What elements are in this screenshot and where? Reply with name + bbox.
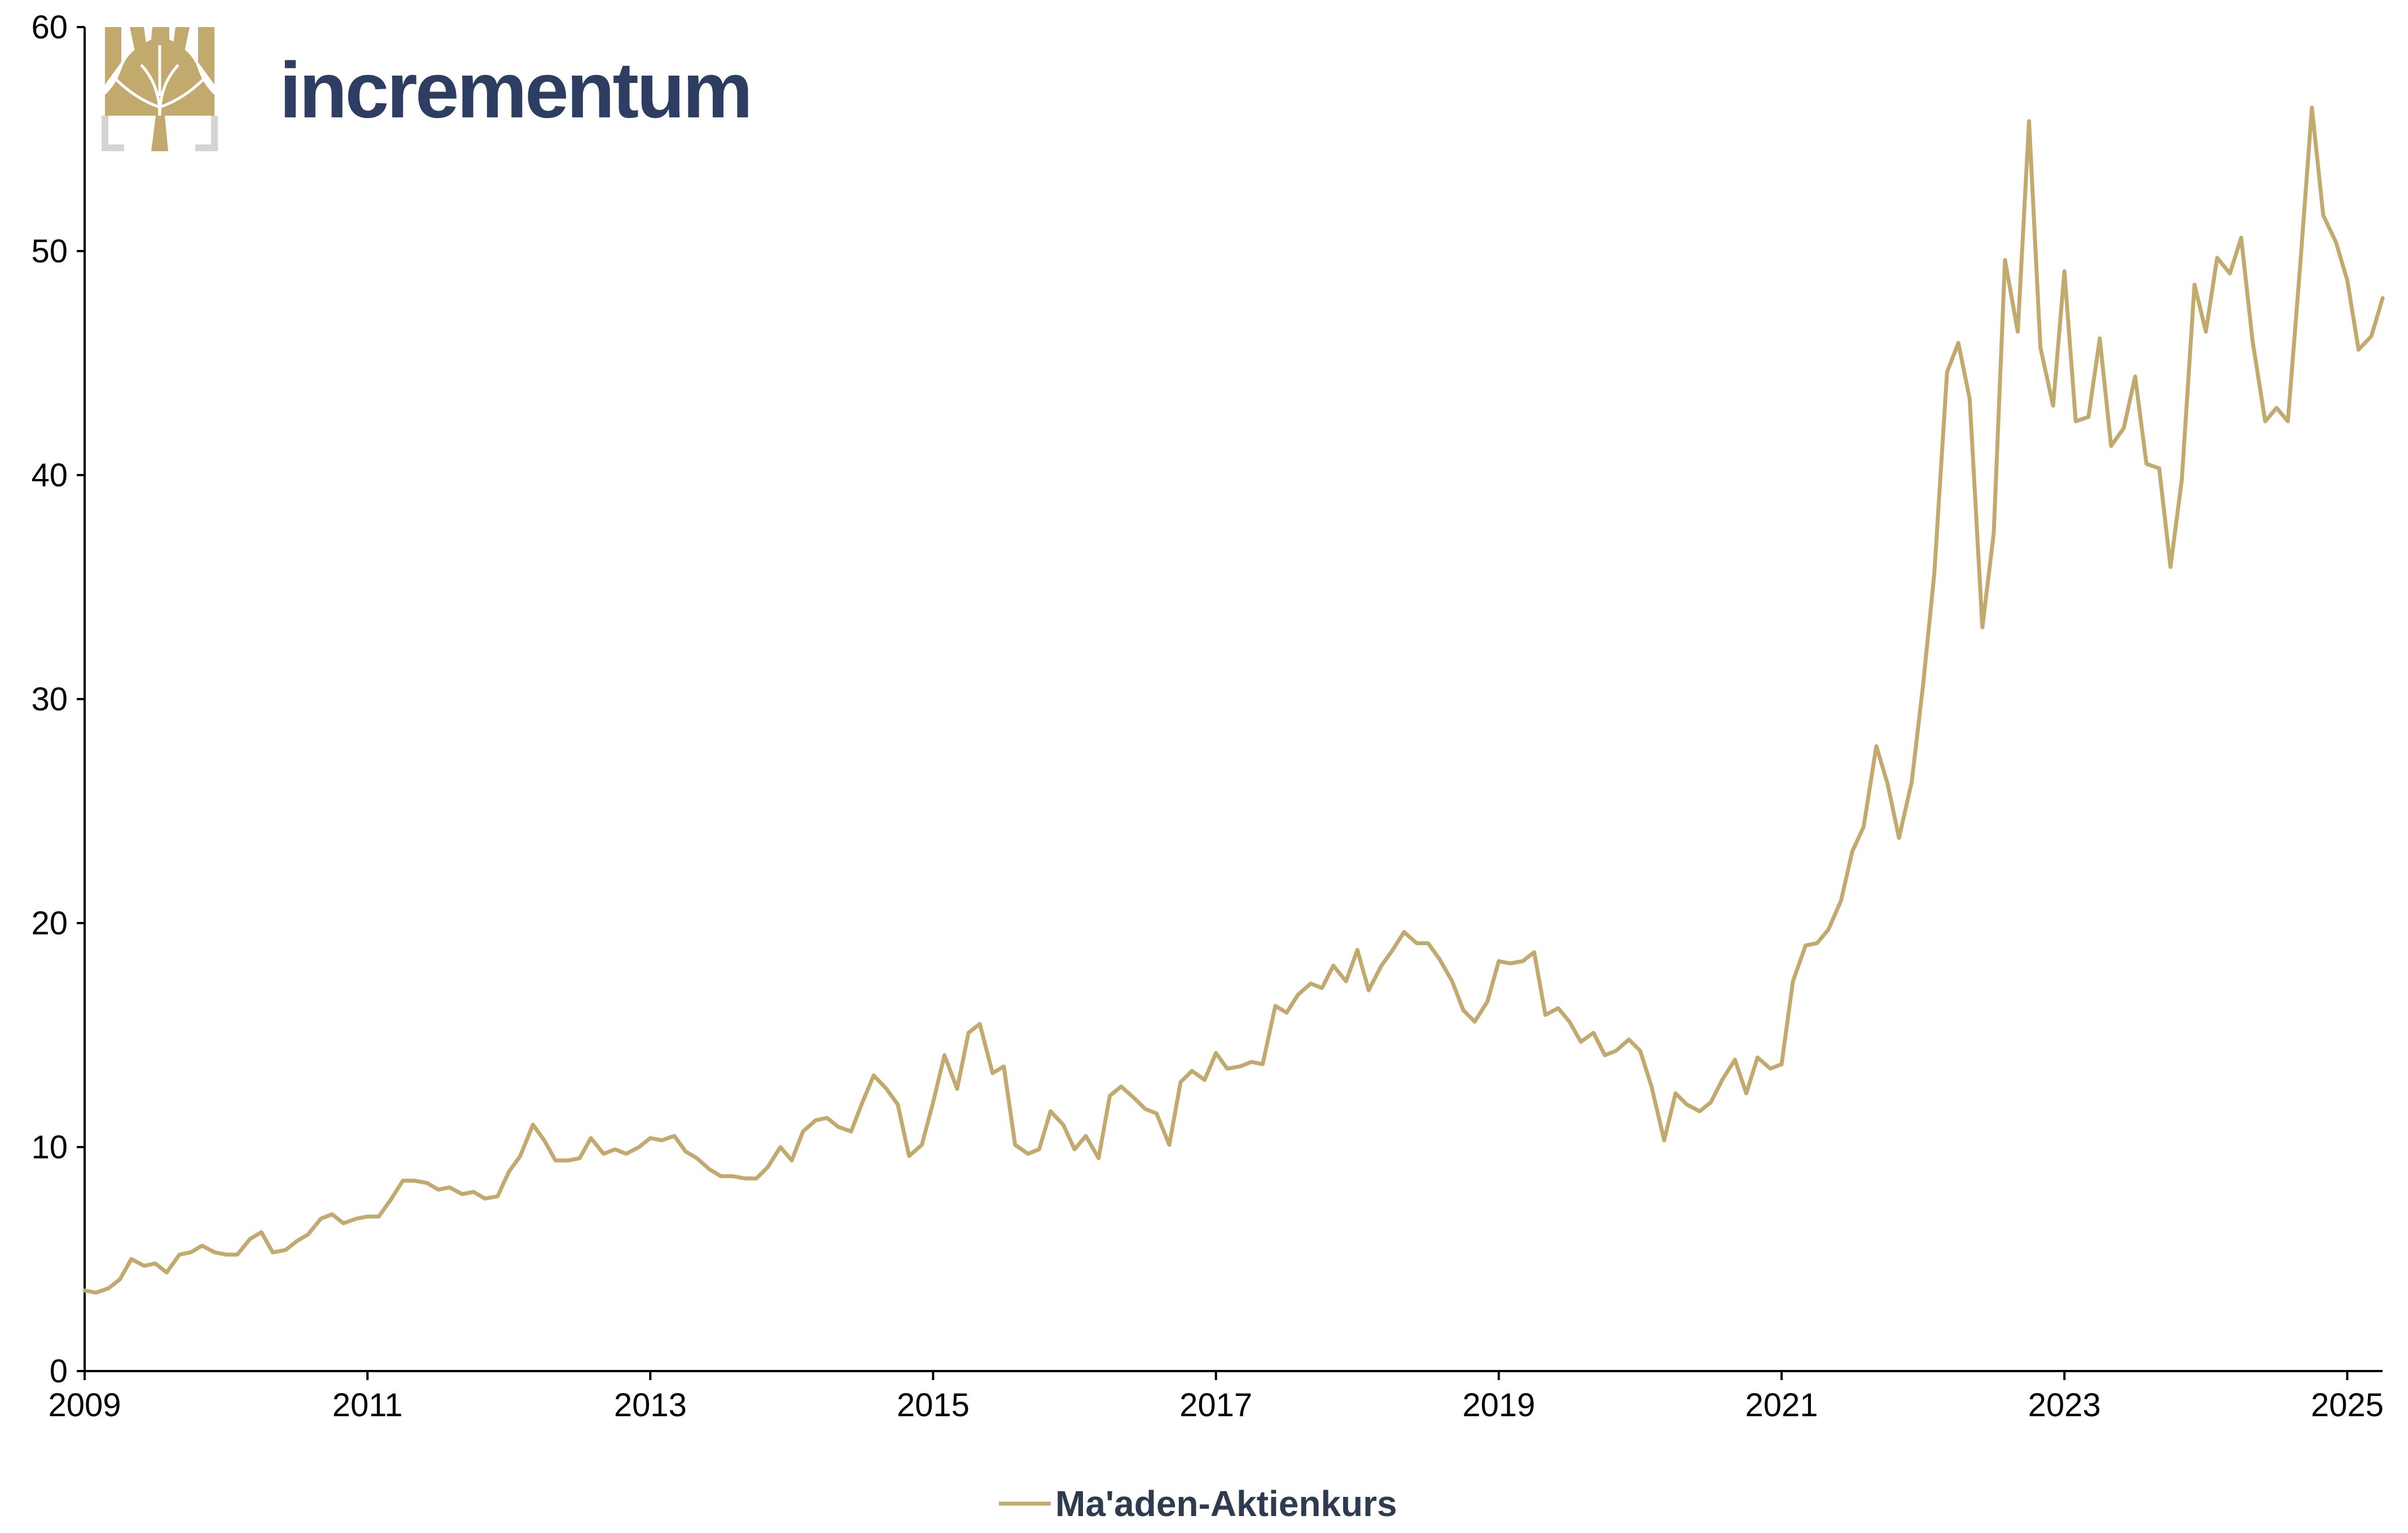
x-tick-label: 2009 [48, 1387, 121, 1424]
x-tick-label: 2019 [1462, 1387, 1535, 1424]
x-tick-label: 2017 [1179, 1387, 1252, 1424]
logo-wordmark: incrementum [279, 46, 751, 134]
y-tick-label: 60 [31, 9, 68, 46]
axes [84, 27, 2383, 1372]
x-tick-label: 2011 [332, 1387, 403, 1424]
x-tick-label: 2025 [2311, 1387, 2384, 1424]
x-tick-label: 2021 [1745, 1387, 1818, 1424]
y-tick-label: 40 [31, 457, 68, 494]
x-tick-label: 2015 [897, 1387, 970, 1424]
y-tick-label: 50 [31, 233, 68, 270]
tree-icon [102, 27, 218, 151]
legend: Ma'aden-Aktienkurs [999, 1483, 1397, 1524]
y-axis-ticks: 0 10 20 30 40 50 60 [31, 9, 85, 1390]
y-tick-label: 20 [31, 905, 68, 942]
y-tick-label: 30 [31, 681, 68, 718]
logo: incrementum [102, 27, 753, 151]
y-tick-label: 10 [31, 1129, 68, 1166]
x-tick-label: 2023 [2028, 1387, 2101, 1424]
x-axis-ticks: 2009 2011 2013 2015 2017 2019 2021 2023 2025 [48, 1371, 2384, 1424]
y-tick-label: 0 [50, 1353, 68, 1390]
legend-label: Ma'aden-Aktienkurs [1055, 1483, 1397, 1524]
x-tick-label: 2013 [614, 1387, 687, 1424]
series-line-maaden [82, 106, 2385, 1295]
